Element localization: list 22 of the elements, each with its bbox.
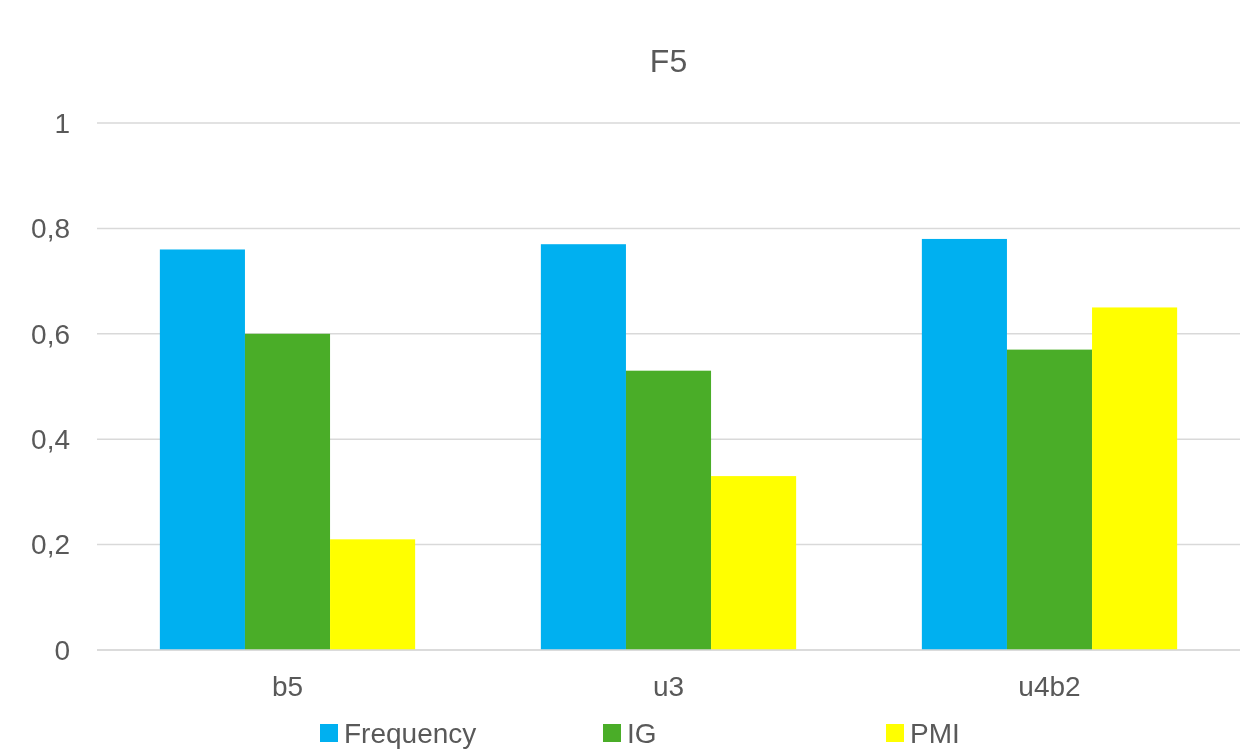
bar [625,370,712,650]
y-tick-label: 0,8 [31,213,70,245]
chart-title: F5 [649,43,688,79]
bar [244,333,331,650]
x-tick-label: u4b2 [1018,671,1081,702]
bar [540,244,626,650]
y-tick-label: 1 [54,107,70,139]
bar [711,476,797,650]
legend-label: PMI [910,717,960,749]
bar [159,249,245,650]
y-tick-label: 0,4 [31,424,70,455]
legend-label: IG [627,717,657,749]
y-tick-label: 0,2 [31,529,70,561]
x-tick-label: u3 [652,671,685,702]
bar [1006,349,1093,650]
bar [330,539,416,650]
legend-label: Frequency [344,717,477,749]
y-tick-label: 0 [54,634,70,666]
bar [921,238,1007,650]
bar [1092,307,1178,650]
y-tick-label: 0,6 [31,318,70,350]
x-tick-label: b5 [271,671,304,702]
